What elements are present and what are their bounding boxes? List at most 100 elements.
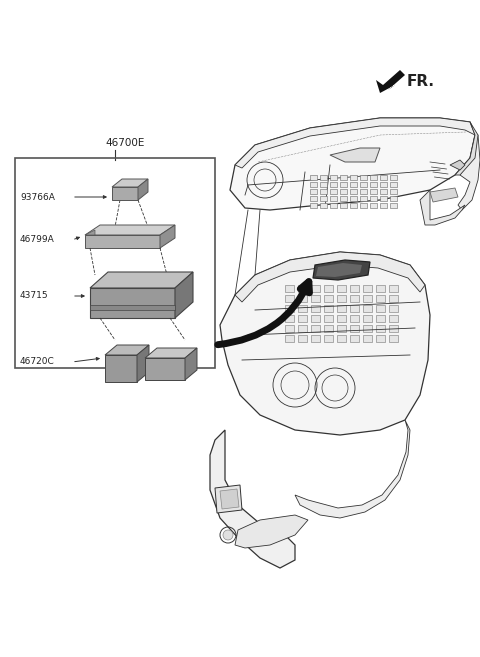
Polygon shape — [220, 252, 430, 435]
Bar — [311, 285, 320, 292]
Bar — [320, 182, 327, 187]
Bar — [350, 196, 357, 201]
Bar — [15, 158, 215, 368]
Bar — [350, 175, 357, 180]
Bar — [311, 295, 320, 302]
Bar — [311, 325, 320, 332]
Bar — [350, 325, 359, 332]
Bar — [380, 196, 387, 201]
Bar — [350, 315, 359, 322]
Bar — [298, 295, 307, 302]
Bar — [330, 182, 337, 187]
Bar — [390, 182, 397, 187]
Polygon shape — [210, 430, 295, 568]
Polygon shape — [420, 190, 465, 225]
Bar — [330, 196, 337, 201]
Polygon shape — [85, 230, 95, 235]
Bar — [389, 335, 398, 342]
Bar — [324, 315, 333, 322]
Bar — [320, 203, 327, 208]
Bar — [285, 315, 294, 322]
Bar — [350, 189, 357, 194]
Polygon shape — [112, 187, 138, 200]
Bar — [376, 295, 385, 302]
Bar — [360, 175, 367, 180]
Bar — [298, 305, 307, 312]
Polygon shape — [105, 355, 137, 382]
Bar — [390, 189, 397, 194]
Bar — [363, 315, 372, 322]
Bar — [390, 203, 397, 208]
Polygon shape — [235, 515, 308, 548]
Bar — [376, 285, 385, 292]
Bar — [389, 295, 398, 302]
Bar — [363, 325, 372, 332]
Bar — [311, 305, 320, 312]
Polygon shape — [455, 122, 478, 175]
Bar — [376, 325, 385, 332]
Polygon shape — [90, 305, 175, 310]
Bar — [340, 203, 347, 208]
Bar — [363, 305, 372, 312]
Text: 93766A: 93766A — [20, 193, 55, 202]
Bar — [363, 285, 372, 292]
Bar — [389, 325, 398, 332]
Bar — [380, 203, 387, 208]
Bar — [350, 285, 359, 292]
Polygon shape — [85, 225, 175, 235]
Polygon shape — [160, 225, 175, 248]
Polygon shape — [235, 118, 475, 168]
Bar — [390, 196, 397, 201]
Bar — [340, 182, 347, 187]
Bar — [337, 335, 346, 342]
Bar — [350, 182, 357, 187]
Polygon shape — [330, 148, 380, 162]
Bar — [311, 315, 320, 322]
Bar — [360, 203, 367, 208]
Bar — [310, 203, 317, 208]
Text: 46700E: 46700E — [105, 138, 144, 148]
Bar — [310, 189, 317, 194]
Bar — [311, 335, 320, 342]
Bar — [320, 196, 327, 201]
Polygon shape — [215, 485, 242, 513]
FancyArrowPatch shape — [218, 282, 310, 345]
Bar — [376, 305, 385, 312]
Bar — [337, 285, 346, 292]
Bar — [340, 175, 347, 180]
Bar — [350, 305, 359, 312]
Polygon shape — [230, 118, 475, 210]
Bar — [340, 196, 347, 201]
Bar — [337, 325, 346, 332]
Bar — [337, 305, 346, 312]
Bar — [389, 285, 398, 292]
Bar — [370, 175, 377, 180]
Bar — [324, 295, 333, 302]
Text: 43715: 43715 — [20, 292, 48, 300]
Bar — [370, 196, 377, 201]
Text: 46799A: 46799A — [20, 235, 55, 244]
Bar — [376, 335, 385, 342]
Bar — [360, 196, 367, 201]
Bar — [370, 203, 377, 208]
Bar — [330, 203, 337, 208]
Polygon shape — [430, 188, 458, 202]
Bar — [363, 295, 372, 302]
Bar — [363, 335, 372, 342]
Polygon shape — [138, 179, 148, 200]
Polygon shape — [458, 135, 480, 210]
Bar — [350, 295, 359, 302]
Bar — [285, 285, 294, 292]
Bar — [370, 189, 377, 194]
Bar — [298, 285, 307, 292]
Polygon shape — [376, 70, 405, 93]
Polygon shape — [316, 263, 362, 277]
Bar — [310, 175, 317, 180]
Bar — [389, 315, 398, 322]
Bar — [389, 305, 398, 312]
Bar — [380, 182, 387, 187]
Polygon shape — [450, 160, 465, 170]
Polygon shape — [313, 260, 370, 280]
Polygon shape — [145, 348, 197, 358]
Bar — [324, 325, 333, 332]
